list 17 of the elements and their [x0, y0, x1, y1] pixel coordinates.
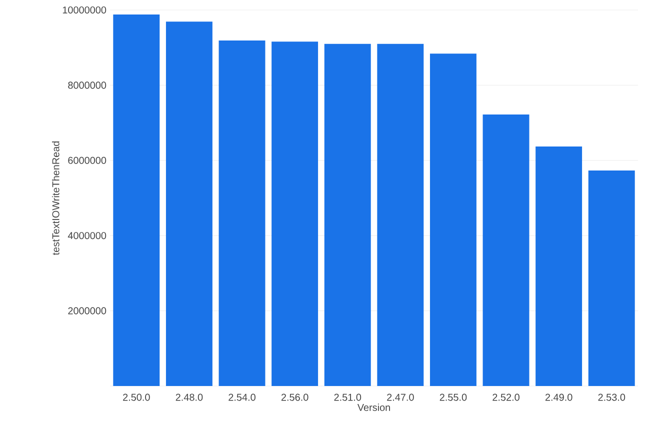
y-tick-label: 8000000: [68, 82, 106, 89]
x-tick-label: 2.53.0: [598, 394, 626, 401]
x-axis-title: Version: [357, 404, 390, 411]
y-axis-title: testTextIOWriteThenRead: [52, 141, 60, 256]
x-tick-label: 2.48.0: [176, 394, 203, 401]
y-tick-label: 2000000: [68, 307, 106, 314]
y-tick-label: 6000000: [68, 156, 106, 164]
y-tick-label: 4000000: [68, 232, 106, 240]
x-tick-label: 2.50.0: [123, 394, 150, 401]
x-tick-label: 2.47.0: [387, 394, 414, 401]
y-tick-label: 10000000: [62, 6, 106, 14]
x-tick-label: 2.55.0: [440, 394, 467, 401]
x-tick-label: 2.56.0: [281, 394, 308, 401]
x-tick-label: 2.49.0: [545, 394, 572, 401]
x-tick-label: 2.51.0: [334, 394, 362, 401]
x-tick-label: 2.52.0: [492, 394, 520, 401]
x-tick-label: 2.54.0: [228, 394, 256, 401]
